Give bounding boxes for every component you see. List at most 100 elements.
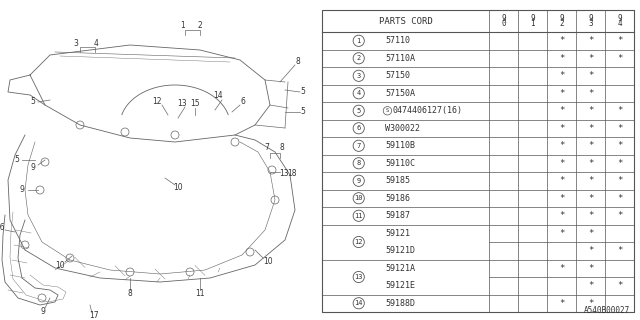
Text: *: * <box>559 176 564 185</box>
Text: 2: 2 <box>198 20 202 29</box>
Text: *: * <box>559 106 564 115</box>
Text: 9: 9 <box>617 14 622 23</box>
Text: *: * <box>588 159 593 168</box>
Text: 0: 0 <box>501 19 506 28</box>
Text: 59121: 59121 <box>385 229 410 238</box>
Text: 9: 9 <box>356 178 361 184</box>
Text: 9: 9 <box>530 14 535 23</box>
Text: 2: 2 <box>559 19 564 28</box>
Text: 12: 12 <box>152 98 162 107</box>
Text: 10: 10 <box>355 195 363 201</box>
Text: *: * <box>588 176 593 185</box>
Text: 16: 16 <box>0 223 5 233</box>
Text: 59186: 59186 <box>385 194 410 203</box>
Text: 11: 11 <box>355 213 363 219</box>
Text: *: * <box>617 211 622 220</box>
Text: *: * <box>588 246 593 255</box>
Text: *: * <box>588 281 593 290</box>
Text: 57110: 57110 <box>385 36 410 45</box>
Text: *: * <box>617 124 622 133</box>
Text: 8: 8 <box>127 289 132 298</box>
Text: 13: 13 <box>279 170 289 179</box>
Text: *: * <box>617 194 622 203</box>
Text: 4: 4 <box>617 19 622 28</box>
Text: 8: 8 <box>356 160 361 166</box>
Text: *: * <box>617 54 622 63</box>
Text: *: * <box>617 159 622 168</box>
Text: *: * <box>617 36 622 45</box>
Text: *: * <box>559 124 564 133</box>
Text: 10: 10 <box>173 183 183 193</box>
Text: *: * <box>588 141 593 150</box>
Text: 5: 5 <box>301 87 305 97</box>
Text: *: * <box>588 124 593 133</box>
Text: 9: 9 <box>31 163 35 172</box>
Text: S: S <box>386 108 389 113</box>
Text: 3: 3 <box>356 73 361 79</box>
Text: 5: 5 <box>301 108 305 116</box>
Text: *: * <box>588 229 593 238</box>
Text: *: * <box>617 106 622 115</box>
Text: 8: 8 <box>296 58 300 67</box>
Text: *: * <box>588 54 593 63</box>
Bar <box>322 10 634 312</box>
Text: 3: 3 <box>588 19 593 28</box>
Text: 5: 5 <box>356 108 361 114</box>
Text: 7: 7 <box>356 143 361 149</box>
Text: *: * <box>559 141 564 150</box>
Text: *: * <box>588 299 593 308</box>
Text: 6: 6 <box>241 98 245 107</box>
Text: *: * <box>588 194 593 203</box>
Text: *: * <box>617 176 622 185</box>
Text: 17: 17 <box>89 310 99 319</box>
Text: W300022: W300022 <box>385 124 420 133</box>
Text: 14: 14 <box>355 300 363 306</box>
Text: 15: 15 <box>190 100 200 108</box>
Text: *: * <box>588 71 593 80</box>
Text: 12: 12 <box>355 239 363 245</box>
Text: *: * <box>559 264 564 273</box>
Text: 9: 9 <box>559 14 564 23</box>
Text: 14: 14 <box>213 92 223 100</box>
Text: 7: 7 <box>264 143 269 153</box>
Text: 59188D: 59188D <box>385 299 415 308</box>
Text: PARTS CORD: PARTS CORD <box>379 17 433 26</box>
Text: *: * <box>617 246 622 255</box>
Text: 4: 4 <box>93 38 99 47</box>
Text: 5: 5 <box>31 98 35 107</box>
Text: *: * <box>559 54 564 63</box>
Text: *: * <box>588 211 593 220</box>
Text: 59187: 59187 <box>385 211 410 220</box>
Text: 57150: 57150 <box>385 71 410 80</box>
Text: 9: 9 <box>501 14 506 23</box>
Text: 8: 8 <box>280 143 284 153</box>
Text: 11: 11 <box>195 289 205 298</box>
Text: 2: 2 <box>356 55 361 61</box>
Text: 57110A: 57110A <box>385 54 415 63</box>
Text: 9: 9 <box>588 14 593 23</box>
Text: 10: 10 <box>263 258 273 267</box>
Text: *: * <box>559 159 564 168</box>
Text: 0474406127(16): 0474406127(16) <box>392 106 463 115</box>
Text: *: * <box>559 194 564 203</box>
Text: 1: 1 <box>530 19 535 28</box>
Text: *: * <box>559 89 564 98</box>
Text: 59121D: 59121D <box>385 246 415 255</box>
Text: 1: 1 <box>180 20 186 29</box>
Text: 9: 9 <box>40 308 45 316</box>
Text: 1: 1 <box>356 38 361 44</box>
Text: *: * <box>559 229 564 238</box>
Text: *: * <box>588 106 593 115</box>
Text: 18: 18 <box>287 170 297 179</box>
Text: 4: 4 <box>356 90 361 96</box>
Text: 59121A: 59121A <box>385 264 415 273</box>
Text: *: * <box>588 264 593 273</box>
Text: *: * <box>559 299 564 308</box>
Text: *: * <box>588 36 593 45</box>
Text: 59185: 59185 <box>385 176 410 185</box>
Text: *: * <box>617 141 622 150</box>
Text: *: * <box>588 89 593 98</box>
Text: 59110C: 59110C <box>385 159 415 168</box>
Text: 59121E: 59121E <box>385 281 415 290</box>
Text: A540B00027: A540B00027 <box>584 306 630 315</box>
